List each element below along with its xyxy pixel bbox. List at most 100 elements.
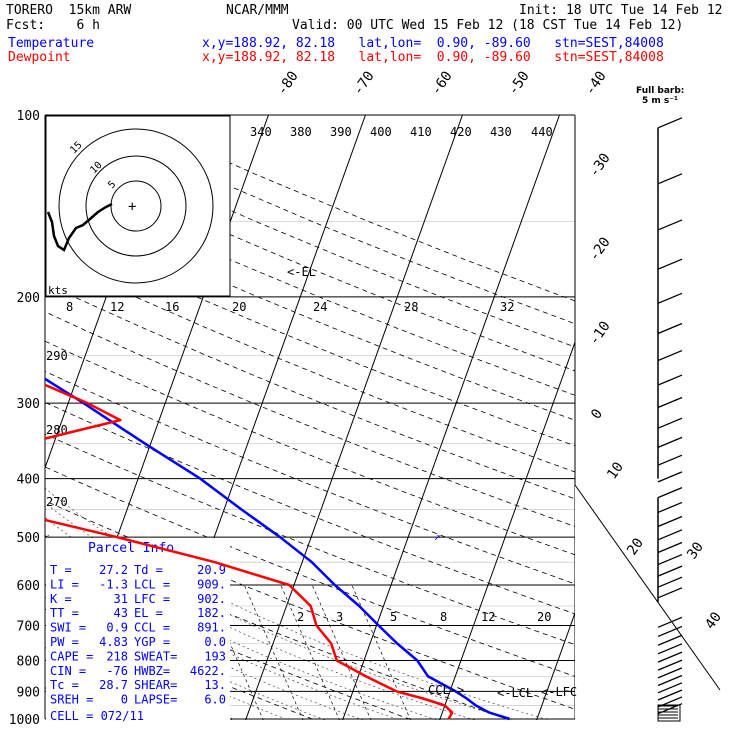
theta-e-label: 400 (370, 125, 392, 139)
wind-barb (657, 643, 683, 655)
model-title: TORERO 15km ARW (6, 3, 132, 18)
barb-cluster (657, 704, 681, 722)
parcel-key: YGP = (134, 635, 170, 649)
parcel-key: SHEAR= (134, 678, 177, 692)
mixing-ratio-label: 5 (390, 610, 397, 624)
isotherm-label: -40 (582, 68, 610, 98)
wind-barb (657, 436, 683, 448)
dry-adiabat (45, 227, 575, 447)
parcel-value: 31 (114, 592, 128, 606)
parcel-key: CAPE = (50, 649, 93, 663)
mixing-ratio-label: 8 (440, 610, 447, 624)
parcel-info-panel: Parcel Info T = 27.2 Td = 20.9 LI = -1.3 LCL = 9… (46, 538, 230, 723)
mixing-ratio-label: 3 (336, 610, 343, 624)
parcel-key: PW = (50, 635, 79, 649)
parcel-value: 27.2 (99, 563, 128, 577)
parcel-key: Tc = (50, 678, 79, 692)
theta-e-label: 430 (490, 125, 512, 139)
wind-barb (657, 219, 683, 231)
wind-barb (657, 515, 683, 528)
pressure-label: 100 (17, 109, 40, 124)
pressure-label: 400 (17, 473, 40, 488)
parcel-key: EL = (134, 606, 163, 620)
mixing-ratio-label: 28 (404, 300, 418, 314)
parcel-title: Parcel Info (88, 541, 174, 556)
pressure-label: 700 (17, 619, 40, 634)
wind-barb (657, 565, 683, 577)
dewpoint-profile (45, 383, 454, 720)
parcel-key: LAPSE= (134, 693, 177, 707)
wind-barb (657, 576, 683, 588)
temperature-profile (45, 377, 511, 720)
wind-barb (657, 487, 683, 499)
parcel-key: CIN = (50, 664, 86, 678)
pressure-label: 200 (17, 291, 40, 306)
wind-barb (657, 667, 683, 679)
mixing-ratio-label: 32 (500, 300, 514, 314)
parcel-value: 6.0 (204, 693, 226, 707)
parcel-key: SWEAT= (134, 649, 177, 663)
wind-barb (657, 616, 683, 628)
isotherm-label: -80 (274, 68, 302, 98)
parcel-value: 4622. (190, 664, 226, 678)
hodograph-ring (85, 155, 187, 257)
hodograph-ring (110, 180, 162, 232)
temperature-label: Temperature (8, 36, 95, 51)
mixing-ratio-label: 12 (481, 610, 495, 624)
dry-adiabat (45, 175, 575, 396)
hodograph-trace (46, 202, 113, 252)
barb-legend-units: 5 m s⁻¹ (642, 96, 678, 106)
barb-legend: Full barb: (636, 86, 684, 96)
parcel-key: LCL = (134, 577, 170, 591)
mixing-ratio-label: 12 (110, 300, 124, 314)
parcel-key: SREH = (50, 693, 93, 707)
pressure-label: 900 (17, 685, 40, 700)
parcel-value: 13. (204, 678, 226, 692)
wind-barb (657, 541, 683, 554)
parcel-value: 20.9 (197, 563, 226, 577)
lfc-annotation: <-LFC (541, 685, 577, 699)
ccl-annotation: CCL-> (428, 683, 464, 697)
dry-adiabat (45, 535, 511, 720)
theta-e-label: 390 (330, 125, 352, 139)
mixing-ratio-label: 20 (537, 610, 551, 624)
dewpoint-info: x,y=188.92, 82.18 lat,lon= 0.90, -89.60 … (202, 50, 664, 65)
wind-barb (657, 173, 683, 185)
wind-barb (657, 454, 683, 466)
wind-barb (657, 117, 683, 129)
dry-adiabat (45, 282, 575, 500)
wind-barb (657, 553, 683, 566)
wind-barb (657, 689, 683, 701)
isotherm-label: 30 (684, 539, 707, 562)
isotherm-label: -60 (428, 68, 456, 98)
hodograph-center: + (128, 199, 136, 215)
isotherm (342, 115, 560, 720)
mixing-ratio-label: 8 (66, 300, 73, 314)
isotherm (726, 115, 740, 732)
wind-barb (657, 396, 683, 409)
dry-adiabat (0, 115, 51, 732)
isotherm (439, 340, 575, 720)
wind-barb (657, 674, 683, 687)
parcel-key: SWI = (50, 621, 86, 635)
dry-adiabat-label: 290 (46, 349, 68, 363)
parcel-value: 902. (197, 592, 226, 606)
pressure-label: 500 (17, 531, 40, 546)
wind-barb (657, 374, 683, 386)
wind-barb (657, 682, 683, 694)
theta-e-label: 420 (450, 125, 472, 139)
dry-adiabat (45, 370, 575, 585)
theta-e-label: 440 (531, 125, 553, 139)
isotherm-label: 0 (588, 406, 606, 422)
isotherm-label: -10 (586, 318, 614, 348)
frame-mask (575, 485, 740, 740)
el-annotation: <-EL (287, 265, 316, 279)
parcel-value: 193 (204, 649, 226, 663)
isotherm-label: 10 (604, 459, 627, 482)
isotherm (245, 115, 463, 720)
parcel-value: 28.7 (99, 678, 128, 692)
parcel-key: TT = (50, 606, 79, 620)
parcel-key: LFC = (134, 592, 170, 606)
